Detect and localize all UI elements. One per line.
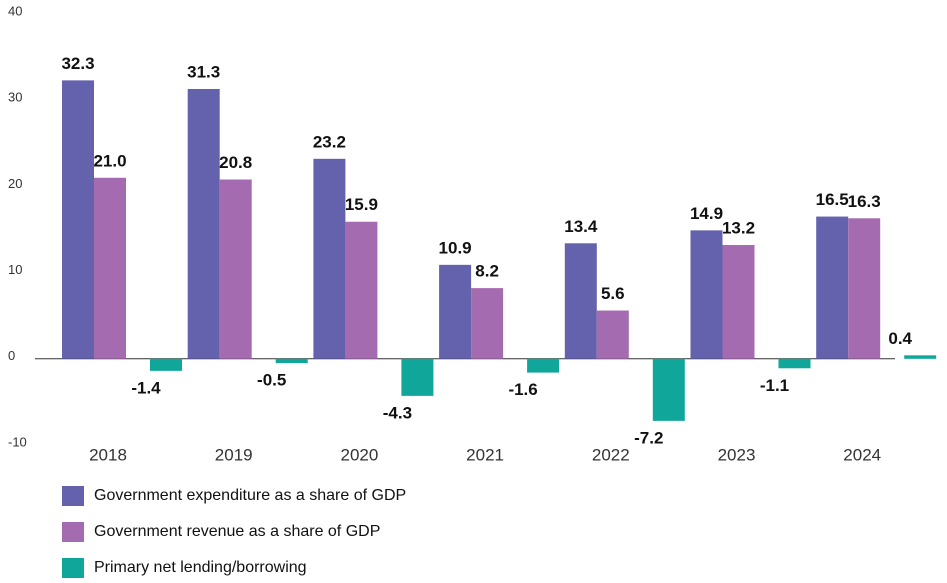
value-label: 31.3: [187, 62, 220, 81]
x-tick-label: 2023: [718, 445, 756, 464]
bar: [439, 264, 472, 359]
x-tick-label: 2019: [215, 445, 253, 464]
value-label: -0.5: [257, 371, 286, 390]
bar: [848, 218, 881, 359]
y-tick-label: 0: [8, 348, 15, 363]
value-label: 16.5: [816, 190, 849, 209]
value-label: 15.9: [345, 195, 378, 214]
bar: [345, 221, 378, 359]
value-label: -4.3: [383, 403, 412, 422]
legend-label: Government revenue as a share of GDP: [94, 523, 380, 540]
bar: [722, 245, 755, 359]
legend-swatch: [62, 522, 84, 542]
bar: [187, 88, 220, 359]
y-tick-label: -10: [8, 434, 27, 449]
value-label: 20.8: [219, 153, 252, 172]
value-label: 5.6: [601, 284, 625, 303]
bar: [816, 216, 849, 359]
bar: [94, 177, 126, 359]
bar: [778, 358, 811, 369]
bar: [652, 358, 685, 421]
bar: [219, 179, 252, 359]
value-label: -7.2: [634, 428, 663, 447]
y-tick-label: 30: [8, 90, 22, 105]
value-label: 21.0: [93, 151, 126, 170]
x-tick-label: 2021: [466, 445, 504, 464]
legend-label: Government expenditure as a share of GDP: [94, 487, 406, 504]
y-tick-label: 20: [8, 176, 22, 191]
value-label: -1.4: [131, 378, 161, 397]
x-tick-label: 2020: [340, 445, 378, 464]
value-label: -1.1: [760, 376, 789, 395]
value-label: -1.6: [508, 380, 537, 399]
bar: [401, 358, 434, 396]
legend-label: Primary net lending/borrowing: [94, 559, 307, 576]
bar: [471, 288, 504, 359]
value-label: 8.2: [475, 262, 499, 281]
legend-swatch: [62, 558, 84, 578]
value-label: 32.3: [61, 54, 94, 73]
value-label: 13.4: [564, 217, 598, 236]
value-label: 23.2: [313, 132, 346, 151]
bar: [275, 358, 308, 364]
value-label: 10.9: [439, 238, 472, 257]
bar: [564, 243, 597, 359]
value-label: 13.2: [722, 219, 755, 238]
y-tick-label: 40: [8, 3, 22, 18]
bar: [150, 358, 182, 371]
bar: [62, 80, 94, 359]
value-label: 0.4: [888, 329, 912, 348]
y-tick-label: 10: [8, 262, 22, 277]
bar: [690, 230, 723, 359]
bar: [904, 355, 937, 359]
bar: [527, 358, 560, 373]
x-tick-label: 2018: [89, 445, 127, 464]
bar: [313, 158, 346, 359]
bar: [596, 310, 629, 359]
legend-swatch: [62, 486, 84, 506]
value-label: 14.9: [690, 204, 723, 223]
x-tick-label: 2022: [592, 445, 630, 464]
value-label: 16.3: [848, 192, 881, 211]
x-tick-label: 2024: [843, 445, 881, 464]
